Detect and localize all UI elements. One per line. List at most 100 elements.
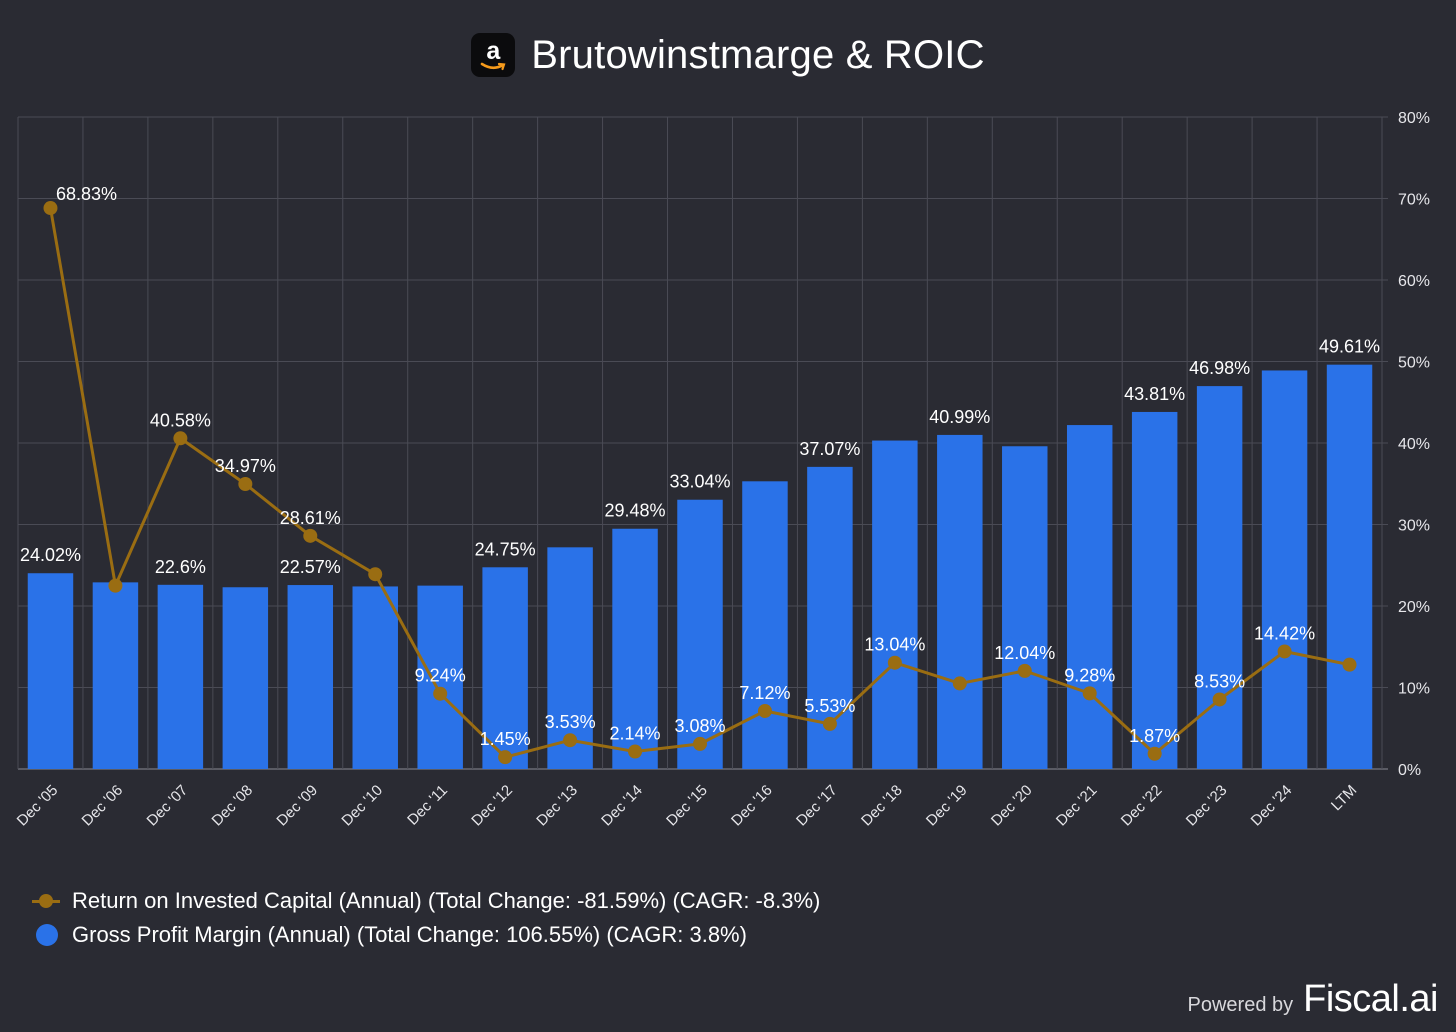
roic-value-label: 68.83% [56,184,117,204]
bar [287,585,334,769]
bar-value-label: 24.75% [475,539,536,559]
y-tick-label: 80% [1398,110,1430,127]
bar-value-label: 22.57% [280,557,341,577]
chart-title: Brutowinstmarge & ROIC [531,32,985,77]
dot-marker-icon [32,923,62,947]
legend-item-gross-margin[interactable]: Gross Profit Margin (Annual) (Total Chan… [32,918,820,952]
fiscal-ai-logo[interactable]: Fiscal.ai [1303,978,1438,1020]
bar [937,434,983,769]
chart-header: a Brutowinstmarge & ROIC [0,30,1456,80]
footer: Powered by Fiscal.ai [1188,978,1439,1021]
data-labels: 24.02% 22.6% 22.57% 24.75% 29.48%33.04% 37.07… [20,184,1380,749]
combo-chart: 24.02% 22.6% 22.57% 24.75% 29.48%33.04% 37.07… [14,110,1430,830]
roic-value-label: 1.87% [1129,726,1180,746]
roic-point [628,744,643,759]
y-tick-label: 30% [1398,518,1430,535]
roic-value-label: 34.97% [215,456,276,476]
bar [157,584,204,769]
x-tick-label: Dec '17 [793,782,841,830]
roic-point [368,567,383,582]
roic-point [108,578,123,593]
bar [1261,370,1308,769]
roic-value-label: 1.45% [480,729,531,749]
x-tick-label: Dec '18 [858,782,906,830]
roic-value-label: 3.08% [674,716,725,736]
roic-value-label: 3.53% [545,712,596,732]
y-tick-label: 60% [1398,273,1430,290]
x-tick-label: Dec '09 [273,782,321,830]
bar [1066,425,1113,769]
x-tick-label: Dec '10 [338,782,386,830]
x-tick-label: Dec '07 [144,782,192,830]
roic-point [238,476,253,491]
x-tick-label: Dec '05 [14,782,62,830]
bar [1131,411,1178,769]
bar [872,440,918,769]
roic-value-label: 13.04% [864,635,925,655]
legend-label-roic: Return on Invested Capital (Annual) (Tot… [72,888,821,913]
y-tick-label: 20% [1398,599,1430,616]
bar [92,582,139,769]
bar-value-label: 22.6% [155,557,206,577]
roic-value-label: 5.53% [804,696,855,716]
roic-point [498,750,513,765]
x-tick-label: LTM [1328,782,1360,814]
roic-point [1277,644,1292,659]
x-tick-label: Dec '19 [923,782,971,830]
bar-value-label: 43.81% [1124,384,1185,404]
y-tick-label: 70% [1398,192,1430,209]
roic-value-label: 2.14% [610,724,661,744]
roic-value-label: 28.61% [280,508,341,528]
roic-point [693,736,707,751]
y-tick-label: 0% [1398,762,1421,779]
roic-value-label: 14.42% [1254,623,1315,643]
bar [352,586,398,769]
roic-point [1212,692,1227,707]
roic-value-label: 9.28% [1064,665,1115,685]
x-tick-label: Dec '13 [533,782,581,830]
bar [1002,446,1048,769]
bar [547,547,593,769]
bar [677,499,723,769]
roic-point [433,686,448,701]
roic-point [952,676,967,691]
roic-value-label: 12.04% [994,643,1055,663]
roic-value-label: 7.12% [739,683,790,703]
roic-line [43,201,1357,765]
roic-value-label: 9.24% [415,666,466,686]
bar [222,587,269,769]
bar [612,528,658,769]
legend: Return on Invested Capital (Annual) (Tot… [32,884,820,952]
bar-value-label: 24.02% [20,545,81,565]
x-tick-label: Dec '22 [1118,782,1166,830]
roic-value-label: 40.58% [150,410,211,430]
x-axis: Dec '05 Dec '06 Dec '07 Dec '08 Dec '09 Dec '… [14,782,1361,830]
y-axis: 0% 10% 20% 30% 40% 50% 60% 70% 80% [1398,110,1430,779]
roic-point [757,703,772,718]
x-tick-label: Dec '11 [404,782,451,829]
x-tick-label: Dec '24 [1248,782,1296,830]
y-tick-label: 50% [1398,355,1430,372]
x-tick-label: Dec '23 [1183,782,1231,830]
bar [1326,364,1373,769]
x-tick-label: Dec '20 [988,782,1036,830]
roic-point [303,528,318,543]
legend-label-gross-margin: Gross Profit Margin (Annual) (Total Chan… [72,922,747,947]
bar-value-label: 40.99% [929,407,990,427]
x-tick-label: Dec '15 [663,782,711,830]
roic-point [43,201,58,216]
amazon-logo-icon: a [471,33,516,77]
roic-point [1017,663,1032,678]
roic-point [173,431,188,446]
bar-value-label: 33.04% [669,472,730,492]
x-tick-label: Dec '14 [598,782,646,830]
roic-point [1147,746,1162,761]
bar-value-label: 49.61% [1319,337,1380,357]
roic-point [887,655,902,670]
roic-point [1082,686,1097,701]
legend-item-roic[interactable]: Return on Invested Capital (Annual) (Tot… [32,884,820,918]
roic-point [563,733,578,748]
grid [17,116,1388,770]
bar [417,585,463,769]
x-tick-label: Dec '06 [79,782,127,830]
